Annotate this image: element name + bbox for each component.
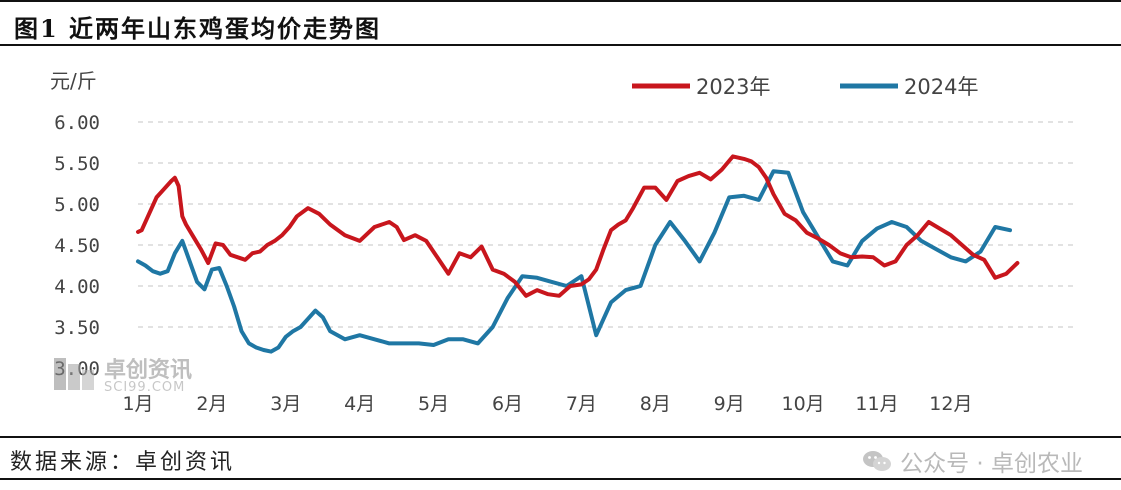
x-tick-label: 10月 [782,393,825,415]
figure-footer: 数据来源：卓创资讯 公众号 · 卓创农业 [0,436,1121,490]
x-tick-label: 7月 [566,393,597,415]
x-tick-label: 4月 [344,393,375,415]
wechat-icon [863,451,892,471]
x-tick-label: 8月 [640,393,671,415]
x-tick-label: 1月 [122,393,153,415]
y-tick-label: 4.00 [54,276,100,298]
y-tick-label: 3.50 [54,317,100,339]
series-line-2023 [136,154,1020,298]
x-axis-ticks: 1月 2月 3月 4月 5月 6月 7月 8月 9月 10月 11月 12月 [122,393,972,415]
sci99-logo-icon [54,358,94,390]
y-tick-label: 4.50 [54,235,100,257]
x-tick-label: 9月 [714,393,745,415]
x-tick-label: 6月 [492,393,523,415]
x-tick-label: 2月 [196,393,227,415]
watermark-url: SCI99.COM [104,380,186,395]
figure-header: 图1 近两年山东鸡蛋均价走势图 [0,0,1121,46]
series-lines [136,154,1020,354]
x-tick-label: 3月 [270,393,301,415]
x-tick-label: 5月 [418,393,449,415]
watermark: 卓创资讯 SCI99.COM [52,352,267,404]
line-chart: 3.003.504.004.505.005.506.00 1月2月3月4月5月6… [50,69,1078,415]
legend-label: 2023年 [696,75,770,99]
y-axis-label: 元/斤 [50,69,97,93]
y-tick-label: 6.00 [54,112,100,134]
x-tick-label: 11月 [855,393,898,415]
bottom-rule [0,478,1121,480]
legend: 2023年 2024年 [632,75,978,99]
data-source: 数据来源：卓创资讯 [10,450,236,475]
top-rule [0,0,1121,2]
x-tick-label: 12月 [929,393,972,415]
legend-label: 2024年 [904,75,978,99]
gridlines [138,121,1078,328]
series-line-2024 [136,169,1012,354]
y-tick-label: 5.50 [54,153,100,175]
header-rule [0,44,1121,46]
figure-title: 图1 近两年山东鸡蛋均价走势图 [14,14,382,43]
y-axis-ticks: 3.003.504.004.505.005.506.00 [54,112,100,380]
watermark-name: 卓创资讯 [104,358,193,383]
wechat-label: 公众号 · 卓创农业 [900,451,1083,477]
wechat-account: 公众号 · 卓创农业 [862,444,1083,478]
y-tick-label: 5.00 [54,194,100,216]
chart-area: 3.003.504.004.505.005.506.00 1月2月3月4月5月6… [0,46,1121,436]
footer-rule [0,436,1121,438]
